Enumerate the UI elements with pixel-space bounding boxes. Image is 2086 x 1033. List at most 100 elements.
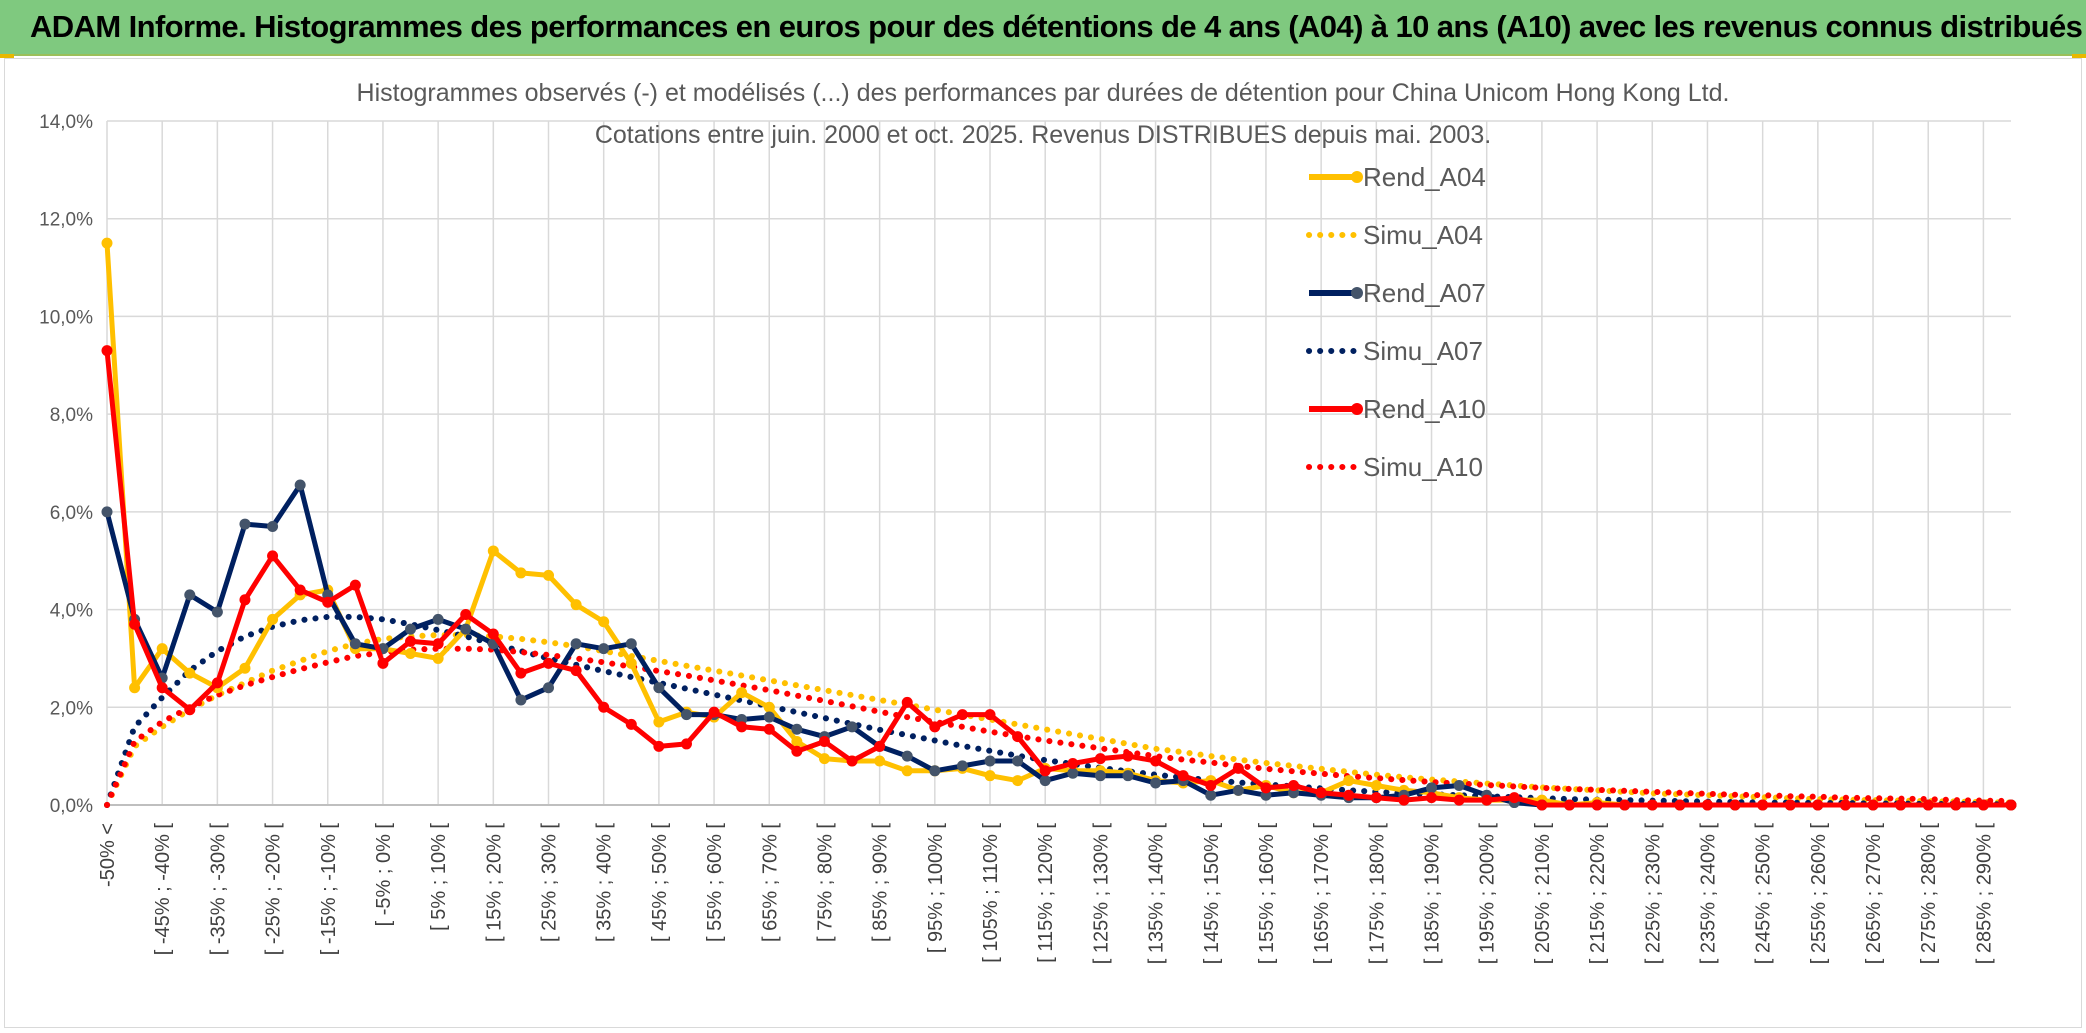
y-tick-label: 2,0% [50,698,93,719]
x-tick-label: [ 215% ; 220% [ [1587,823,1609,965]
rend-a10-point [267,550,279,562]
rend-a07-point [1232,784,1244,796]
simu-a07-series-line [104,613,2014,808]
y-tick-label: 12,0% [39,210,93,231]
rend-a04-point [1370,779,1382,791]
rend-a07-point [1150,777,1162,789]
rend-a10-point [901,696,913,708]
legend-marker-rend-a10 [1351,403,1363,415]
x-tick-label: [ 285% ; 290% [ [1973,823,1995,965]
rend-a07-point [1453,779,1465,791]
rend-a04-point [184,667,196,679]
rend-a07-point [846,721,858,733]
x-tick-label: [ 205% ; 210% [ [1532,823,1554,965]
chart-subtitle: Cotations entre juin. 2000 et oct. 2025.… [595,121,1491,149]
histogram-chart: 0,0% 2,0% 4,0% 6,0% 8,0% 10,0% 12,0% 14,0% -50% … [39,79,2017,965]
rend-a10-point [1701,799,1713,811]
rend-a10-point [653,740,665,752]
rend-a07-point [184,589,196,601]
simu-a10-series-line [104,645,2014,808]
x-tick-label: [ 175% ; 180% [ [1366,823,1388,965]
rend-a07-point [101,506,113,518]
rend-a10-point [322,596,334,608]
rend-a10-point [1370,792,1382,804]
y-tick-label: 10,0% [39,307,93,328]
x-tick-label: [ 195% ; 200% [ [1477,823,1499,965]
rend-a07-point [570,638,582,650]
rend-a10-point [432,638,444,650]
x-tick-label: [ 265% ; 270% [ [1863,823,1885,965]
rend-a10-point [1039,765,1051,777]
y-tick-label: 4,0% [50,601,93,622]
rend-a10-point [1867,799,1879,811]
legend-label-rend-a04: Rend_A04 [1363,162,1486,192]
rend-a10-point [1729,799,1741,811]
rend-a10-point [1591,799,1603,811]
rend-a04-point [598,616,610,628]
rend-a10-point [1757,799,1769,811]
rend-a04-point [653,716,665,728]
rend-a10-point [184,704,196,716]
rend-a04-point [763,701,775,713]
rend-a07-point [653,682,665,694]
x-tick-label: [ 85% ; 90% [ [870,823,892,942]
rend-a10-point [1536,799,1548,811]
x-tick-label: [ 35% ; 40% [ [594,823,616,942]
x-tick-label: [ 245% ; 250% [ [1753,823,1775,965]
rend-a10-point [377,657,389,669]
rend-a10-point [1950,799,1962,811]
rend-a10-point [1260,782,1272,794]
rend-a10-point [211,677,223,689]
rend-a10-point [2005,799,2017,811]
rend-a10-point [1205,779,1217,791]
y-tick-label: 8,0% [50,405,93,426]
rend-a04-point [239,662,251,674]
x-tick-label: [ -35% ; -30% [ [207,823,229,956]
rend-a10-point [515,667,527,679]
rend-a10-point [460,608,472,620]
rend-a07-point [294,479,306,491]
rend-a04-point [432,652,444,664]
rend-a07-point [405,623,417,635]
legend-marker-rend-a07 [1351,287,1363,299]
rend-a10-point [1812,799,1824,811]
rend-a10-point [543,657,555,669]
x-tick-label: [ 185% ; 190% [ [1422,823,1444,965]
x-tick-label: [ 45% ; 50% [ [649,823,671,942]
rend-a07-point [1039,775,1051,787]
x-tick-label: [ -15% ; -10% [ [318,823,340,956]
rend-a10-point [487,628,499,640]
rend-a10-point [570,665,582,677]
legend-label-simu-a10: Simu_A10 [1363,452,1483,482]
rend-a04-point [984,770,996,782]
rend-a07-point [211,606,223,618]
y-tick-label: 6,0% [50,503,93,524]
legend-label-simu-a07: Simu_A07 [1363,336,1483,366]
rend-a07-point [763,711,775,723]
rend-a10-point [708,706,720,718]
x-tick-label: [ 105% ; 110% [ [980,823,1002,963]
rend-a07-point [791,723,803,735]
rend-a04-point [1012,775,1024,787]
rend-a04-point [267,613,279,625]
x-tick-label: -50% < [97,823,119,887]
corner-accent-left [0,54,14,58]
x-tick-label: [ -5% ; 0% [ [373,823,395,927]
rend-a10-point [1094,753,1106,765]
rend-a10-point [1067,757,1079,769]
report-title: ADAM Informe. Histogrammes des performan… [30,9,2083,44]
rend-a10-point [1426,792,1438,804]
x-tick-label: [ 65% ; 70% [ [759,823,781,942]
rend-a10-point [763,723,775,735]
rend-a10-series-line [104,350,2011,808]
rend-a10-point [1922,799,1934,811]
rend-a07-point [460,623,472,635]
rend-a07-point [625,638,637,650]
x-tick-label: [ 225% ; 230% [ [1642,823,1664,965]
legend-label-rend-a10: Rend_A10 [1363,394,1486,424]
rend-a10-point [1012,731,1024,743]
y-tick-label: 0,0% [50,796,93,817]
x-tick-label: [ 75% ; 80% [ [814,823,836,942]
rend-a04-point [570,599,582,611]
rend-a07-point [956,760,968,772]
